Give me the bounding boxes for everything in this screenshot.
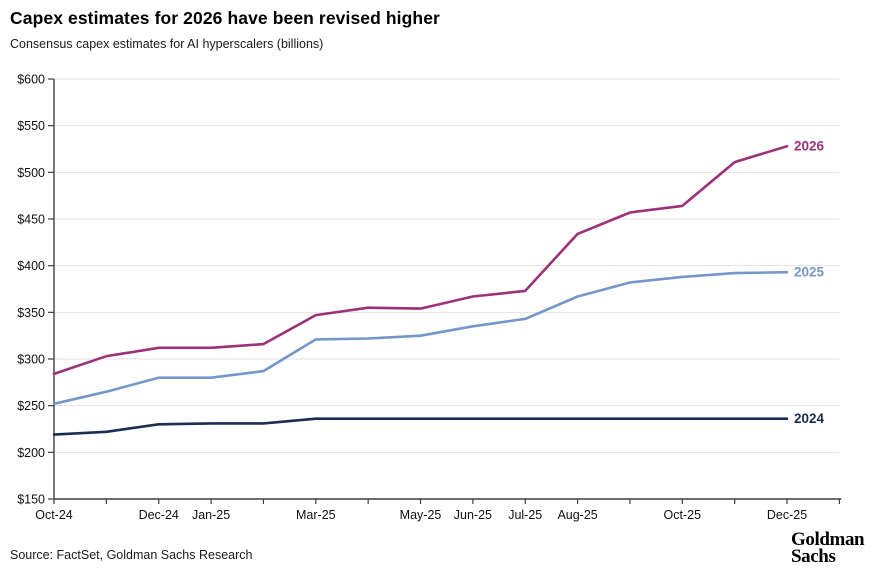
y-axis-label: $250 xyxy=(17,399,45,413)
logo-line-1: Goldman xyxy=(791,529,865,550)
series-line-2024 xyxy=(52,417,789,436)
x-axis-label: Aug-25 xyxy=(557,508,597,522)
x-axis-label: Oct-25 xyxy=(664,508,702,522)
x-axis-label: Oct-24 xyxy=(35,508,73,522)
series-label-2025: 2025 xyxy=(794,265,825,280)
y-axis-label: $500 xyxy=(17,166,45,180)
x-axis-label: Jul-25 xyxy=(508,508,542,522)
series-label-2026: 2026 xyxy=(794,139,825,154)
series-line-2026 xyxy=(52,144,789,376)
y-axis-label: $350 xyxy=(17,306,45,320)
y-axis-label: $600 xyxy=(17,73,45,87)
x-axis-label: Jun-25 xyxy=(454,508,492,522)
y-axis-label: $300 xyxy=(17,353,45,367)
x-axis-label: Mar-25 xyxy=(296,508,336,522)
x-axis-label: May-25 xyxy=(400,508,442,522)
y-axis-label: $550 xyxy=(17,119,45,133)
y-axis-label: $200 xyxy=(17,446,45,460)
y-axis-label: $400 xyxy=(17,259,45,273)
x-axis-label: Jan-25 xyxy=(192,508,230,522)
chart-subtitle: Consensus capex estimates for AI hypersc… xyxy=(10,37,324,51)
series-line-2025 xyxy=(52,270,789,406)
source-note: Source: FactSet, Goldman Sachs Research xyxy=(10,548,253,562)
y-axis-label: $150 xyxy=(17,493,45,507)
x-axis-label: Dec-24 xyxy=(139,508,179,522)
x-axis-label: Dec-25 xyxy=(767,508,807,522)
goldman-sachs-logo: Goldman Sachs xyxy=(791,529,865,567)
logo-line-2: Sachs xyxy=(791,546,836,567)
y-axis-label: $450 xyxy=(17,213,45,227)
page-title: Capex estimates for 2026 have been revis… xyxy=(10,8,440,28)
series-label-2024: 2024 xyxy=(794,411,825,426)
